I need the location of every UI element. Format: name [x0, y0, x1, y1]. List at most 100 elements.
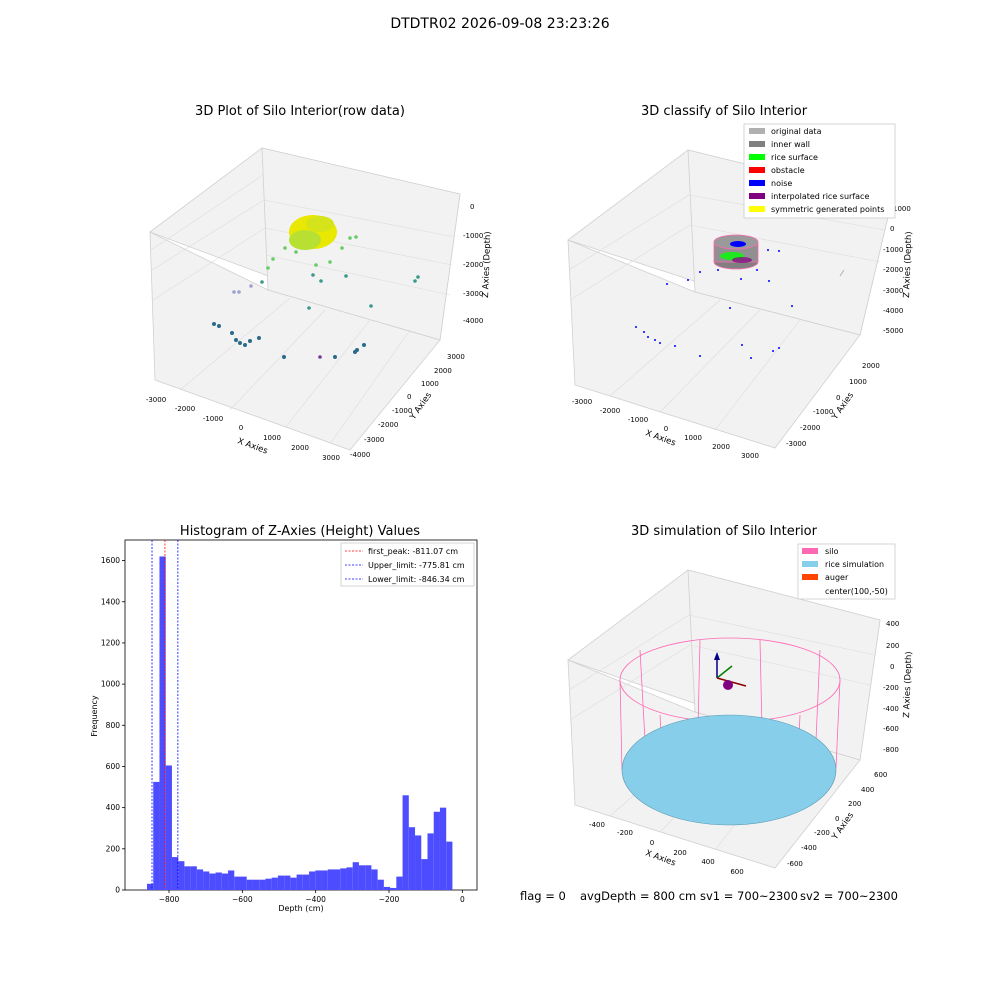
p2-xtick: -3000: [572, 398, 592, 406]
panel1-x-ticks: -3000 -2000 -1000 0 1000 2000 3000: [146, 396, 340, 462]
panel2-x-ticks: -3000 -2000 -1000 0 1000 2000 3000: [572, 398, 759, 460]
hist-bars: [147, 556, 453, 890]
p4-ztick: 0: [890, 663, 894, 671]
p2-legend-label: inner wall: [771, 140, 810, 149]
p2-ztick: 1000: [893, 205, 911, 213]
p2-ytick: 2000: [862, 362, 880, 370]
p4-xtick: 200: [673, 849, 686, 857]
p2-far-points: [839, 269, 845, 277]
p4-ytick: -200: [814, 829, 830, 837]
hist-bar: [358, 865, 366, 890]
hist-bar: [147, 883, 154, 890]
hist-xtick-label: −400: [305, 895, 326, 904]
p2-legend-label: interpolated rice surface: [771, 192, 869, 201]
p4-ztick: -400: [883, 705, 899, 713]
hist-bar: [252, 879, 260, 890]
p4-ylabel: Y Axies: [830, 810, 857, 842]
footer-flag: flag = 0: [520, 889, 566, 903]
hist-legend-label: Lower_limit: -846.34 cm: [368, 575, 465, 584]
hist-ytick-label: 1000: [101, 680, 120, 689]
hist-ylabel: Frequency: [90, 695, 99, 737]
p2-legend-label: obstacle: [771, 166, 805, 175]
hist-bar: [371, 869, 378, 890]
p2-legend: original data inner wall rice surface ob…: [743, 123, 896, 219]
hist-bar: [446, 841, 453, 890]
hist-bar: [196, 869, 204, 890]
p4-ytick: -600: [787, 860, 803, 868]
p4-zlabel: Z Axies (Depth): [902, 651, 914, 718]
hist-bar: [315, 870, 322, 890]
p2-legend-swatch: [749, 180, 765, 186]
p1-points-low: [212, 322, 366, 359]
p4-ytick: 0: [835, 815, 839, 823]
hist-bar: [240, 876, 247, 890]
p1-xtick: 0: [239, 424, 243, 432]
hist-legend-label: Upper_limit: -775.81 cm: [368, 561, 465, 570]
hist-bar: [383, 886, 391, 890]
hist-bar: [159, 556, 166, 890]
panel2-grid: [568, 194, 886, 431]
p1-xtick: -2000: [175, 405, 195, 413]
p2-ztick: -3000: [883, 287, 903, 295]
hist-bar: [433, 811, 440, 890]
p2-ztick: -5000: [883, 327, 903, 335]
p1-ytick: 2000: [434, 367, 452, 375]
hist-bar: [334, 869, 341, 890]
panel2-z-ticks: 1000 0 -1000 -2000 -3000 -4000 -5000: [883, 205, 911, 335]
hist-bar: [184, 866, 191, 890]
hist-xlabel: Depth (cm): [278, 904, 323, 913]
p1-points-lavender: [232, 284, 322, 359]
p4-ztick: -600: [883, 725, 899, 733]
hist-ytick-label: 200: [106, 844, 121, 853]
p1-zlabel: Z Axies (Depth): [481, 231, 493, 298]
panel2-title: 3D classify of Silo Interior: [640, 104, 808, 119]
p4-ztick: 400: [886, 620, 899, 628]
p2-legend-swatch: [749, 154, 765, 160]
p4-xtick: -400: [589, 821, 605, 829]
footer-avg-depth: avgDepth = 800 cm: [580, 889, 697, 903]
hist-bar: [365, 865, 372, 890]
p2-legend-swatch: [749, 193, 765, 199]
p4-ytick: 600: [874, 771, 887, 779]
p2-legend-label: symmetric generated points: [771, 205, 884, 214]
panel4-y-ticks: 600 400 200 0 -200 -400 -600: [787, 771, 887, 868]
p4-ytick: 400: [861, 786, 874, 794]
p1-xtick: 2000: [291, 444, 309, 452]
hist-bar: [221, 873, 229, 890]
hist-bar: [309, 871, 316, 890]
p2-xtick: -1000: [628, 416, 648, 424]
hist-bar: [190, 866, 197, 890]
hist-bar: [415, 835, 422, 890]
hist-bar: [203, 871, 210, 890]
hist-bar: [352, 862, 359, 890]
p1-ytick: 0: [407, 393, 411, 401]
p2-noise-points: [635, 249, 793, 359]
p4-legend-label: rice simulation: [825, 560, 884, 569]
p4-legend-swatch: [802, 548, 818, 554]
hist-bar: [402, 795, 409, 890]
p4-xtick: 0: [650, 839, 654, 847]
hist-bar: [153, 781, 160, 890]
p1-ytick: 1000: [421, 380, 439, 388]
p1-ztick: 0: [470, 203, 474, 211]
p2-ztick: 0: [890, 225, 894, 233]
hist-ytick-label: 400: [106, 803, 121, 812]
hist-ytick-label: 1400: [101, 597, 120, 606]
p2-legend-swatch: [749, 167, 765, 173]
p1-xtick: -1000: [203, 415, 223, 423]
p4-xtick: 400: [701, 858, 714, 866]
hist-bar: [302, 874, 310, 890]
hist-ytick-label: 600: [106, 762, 121, 771]
panel4-z-ticks: 400 200 0 -200 -400 -600 -800: [883, 620, 899, 754]
p2-legend-label: original data: [771, 127, 822, 136]
hist-bar: [234, 876, 241, 890]
p4-ytick: -400: [801, 844, 817, 852]
p1-ytick: -4000: [350, 451, 370, 459]
p1-ztick: -2000: [463, 261, 483, 269]
footer-sv2: sv2 = 700~2300: [800, 889, 898, 903]
p2-ztick: -1000: [883, 246, 903, 254]
p1-xtick: -3000: [146, 396, 166, 404]
hist-y-ticks: 0 200 400 600 800 1000 1200 1400 1600: [101, 556, 125, 895]
